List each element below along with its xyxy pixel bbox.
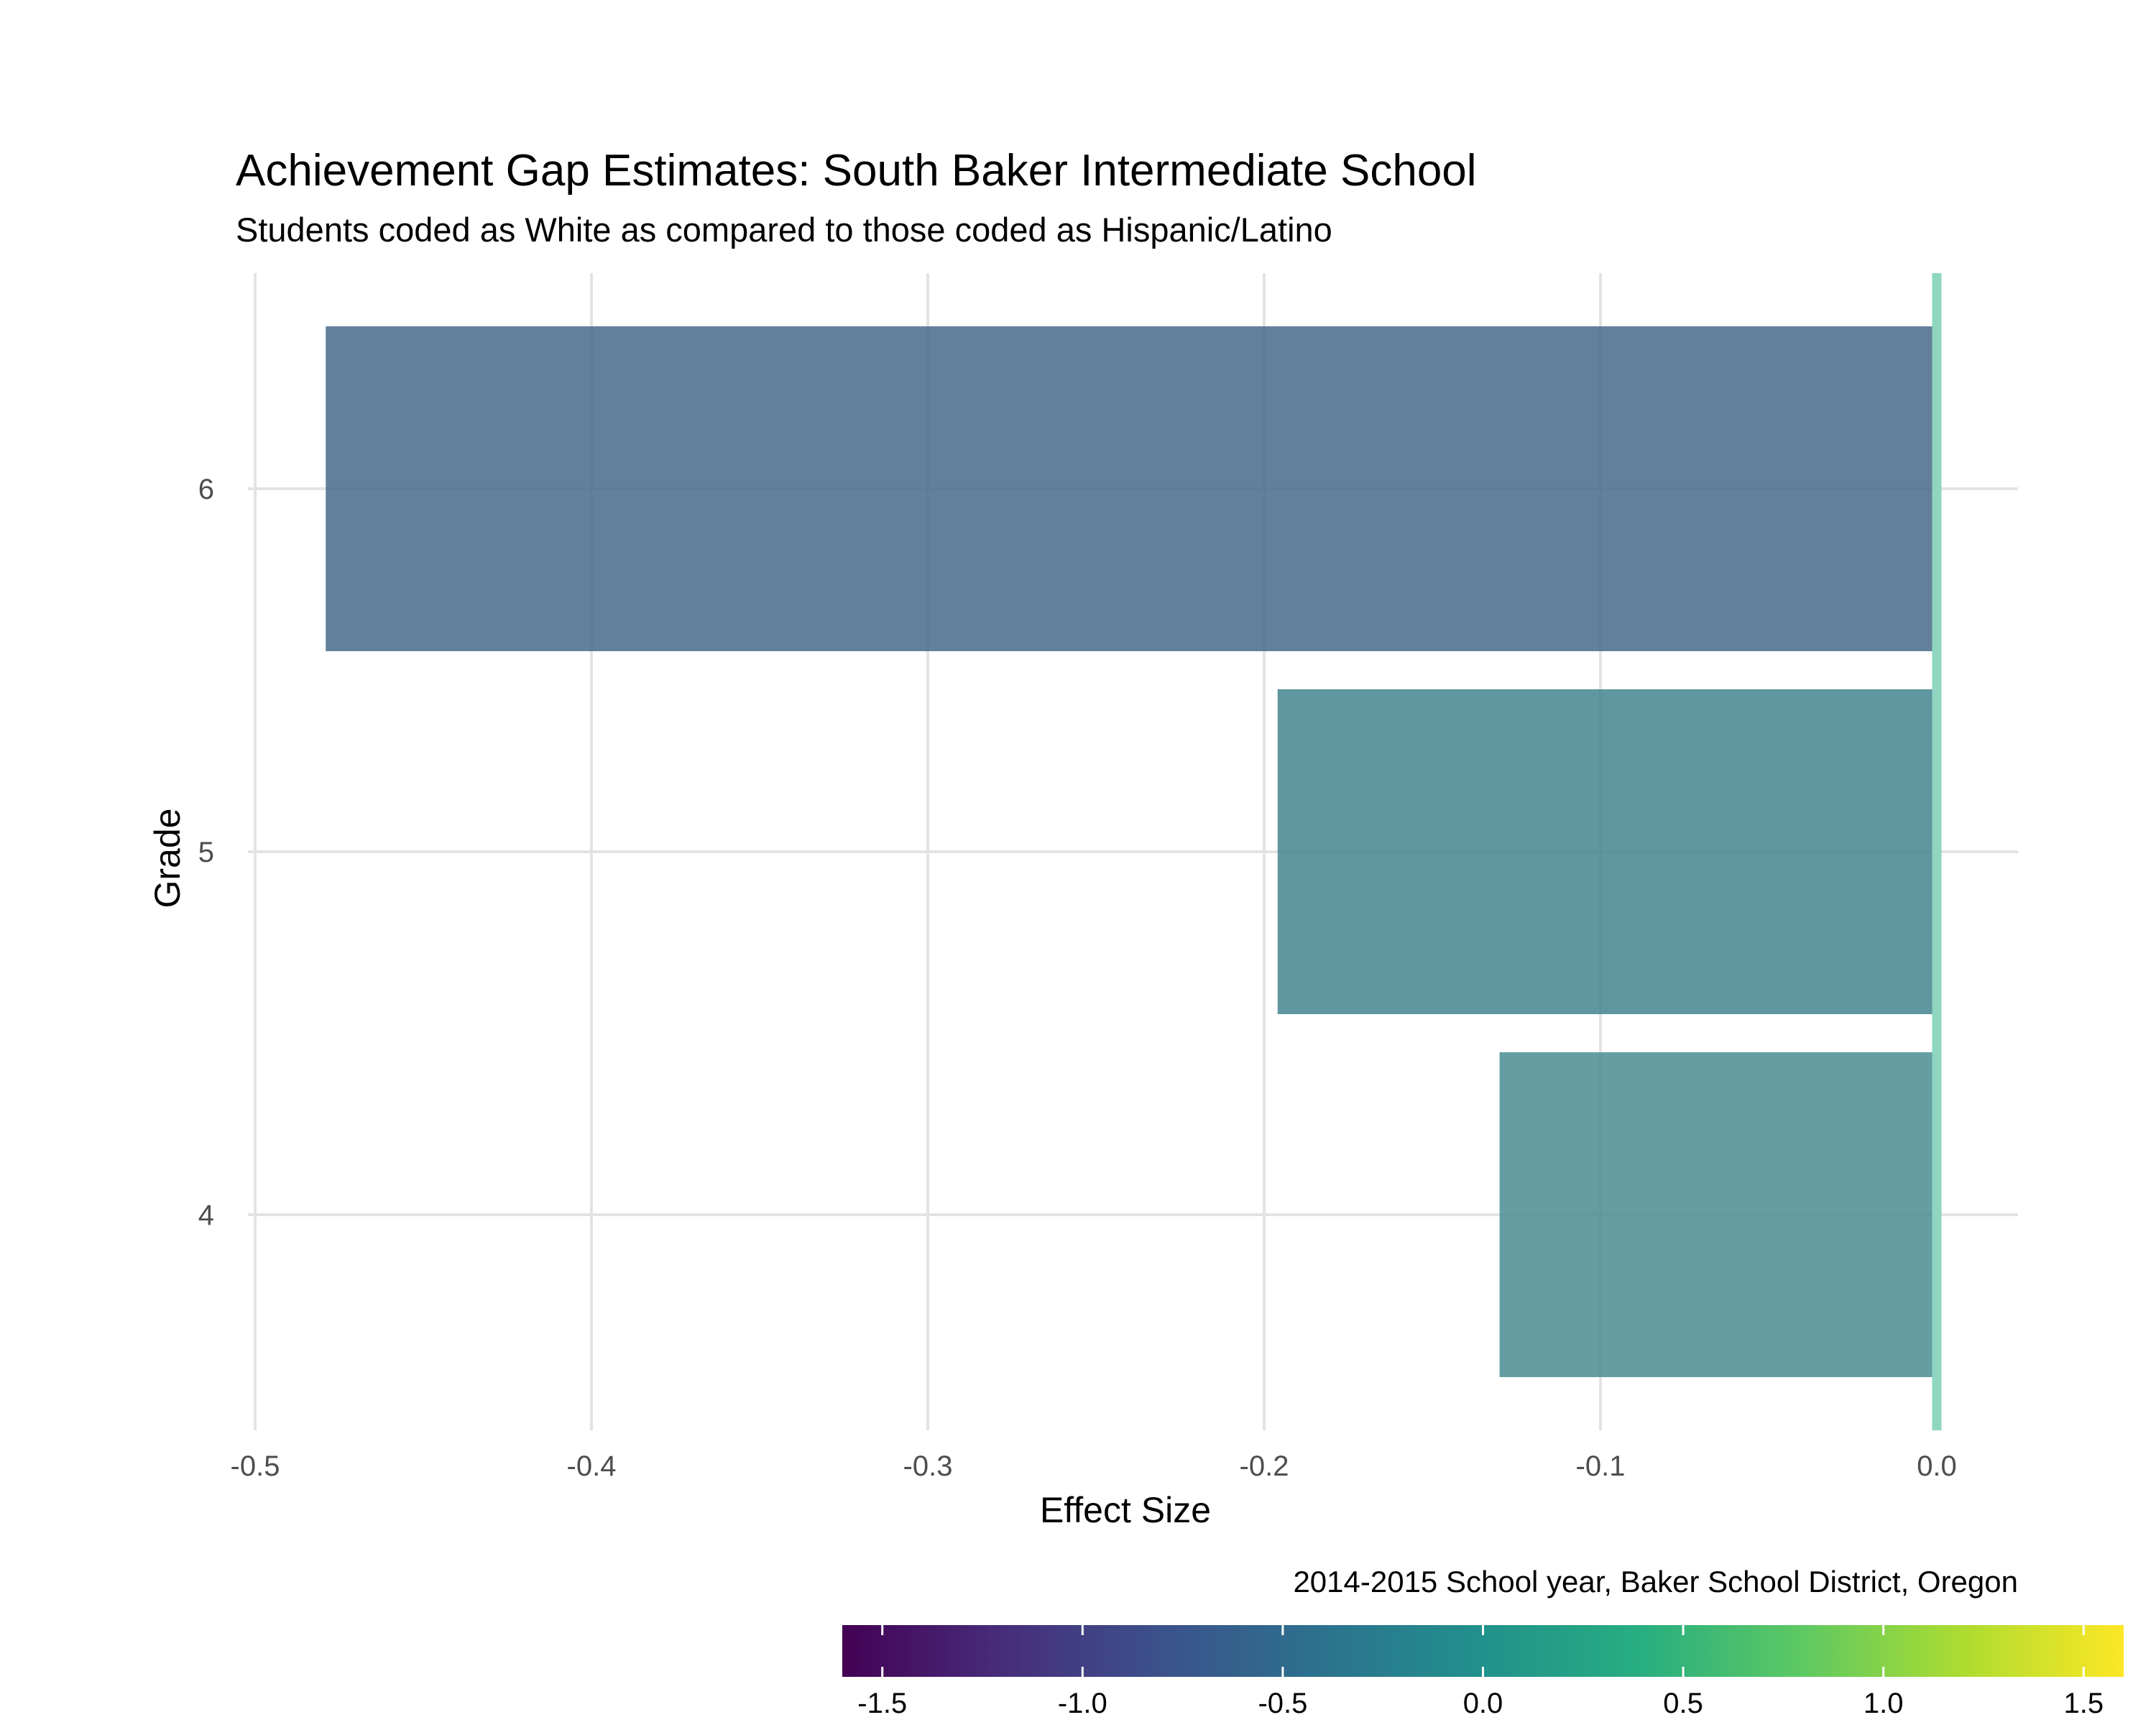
colorbar-tick-label: 1.0 bbox=[1864, 1688, 1904, 1719]
colorbar-ticks bbox=[881, 1625, 2085, 1677]
bar-grade-5 bbox=[1277, 689, 1937, 1014]
x-tick-label: -0.4 bbox=[567, 1450, 617, 1482]
colorbar-tick-label: 0.5 bbox=[1663, 1688, 1703, 1719]
colorbar-legend: -1.5 -1.0 -0.5 0.0 0.5 1.0 1.5 bbox=[842, 1625, 2124, 1719]
y-tick-label: 6 bbox=[198, 474, 214, 505]
y-tick-labels: 4 5 6 bbox=[198, 474, 214, 1231]
x-tick-label: -0.5 bbox=[231, 1450, 280, 1482]
colorbar-tick-labels: -1.5 -1.0 -0.5 0.0 0.5 1.0 1.5 bbox=[857, 1688, 2104, 1719]
y-tick-label: 4 bbox=[198, 1200, 214, 1231]
x-tick-label: -0.2 bbox=[1240, 1450, 1289, 1482]
x-tick-label: 0.0 bbox=[1917, 1450, 1957, 1482]
bar-grade-6 bbox=[326, 326, 1937, 651]
y-axis-title: Grade bbox=[147, 809, 188, 908]
chart-title: Achievement Gap Estimates: South Baker I… bbox=[236, 146, 1477, 196]
x-axis-title: Effect Size bbox=[1040, 1490, 1211, 1530]
chart-caption: 2014-2015 School year, Baker School Dist… bbox=[1293, 1565, 2018, 1598]
x-tick-label: -0.3 bbox=[903, 1450, 953, 1482]
x-tick-label: -0.1 bbox=[1576, 1450, 1626, 1482]
x-tick-labels: -0.5 -0.4 -0.3 -0.2 -0.1 0.0 bbox=[231, 1450, 1957, 1482]
chart-subtitle: Students coded as White as compared to t… bbox=[236, 211, 1332, 249]
colorbar-tick-label: -1.5 bbox=[857, 1688, 907, 1719]
colorbar-tick-label: -0.5 bbox=[1258, 1688, 1307, 1719]
bar-group bbox=[326, 326, 1937, 1377]
colorbar-tick-label: -1.0 bbox=[1058, 1688, 1107, 1719]
bar-grade-4 bbox=[1499, 1052, 1937, 1377]
y-tick-label: 5 bbox=[198, 837, 214, 868]
colorbar-tick-label: 1.5 bbox=[2063, 1688, 2104, 1719]
colorbar-tick-label: 0.0 bbox=[1463, 1688, 1503, 1719]
